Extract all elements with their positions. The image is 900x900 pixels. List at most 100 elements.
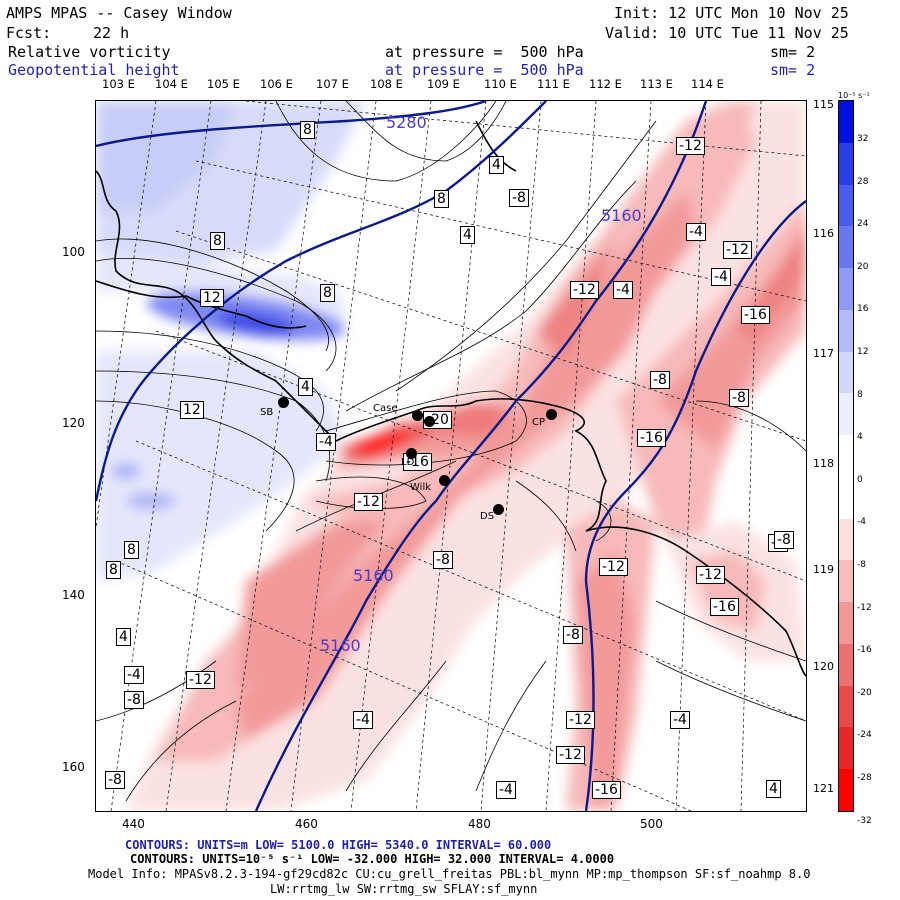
contour-label-negative: -4 — [686, 223, 706, 241]
station-label: CP — [532, 417, 546, 428]
field2-level: at pressure = 500 hPa — [385, 61, 584, 79]
colorbar-tick: -8 — [857, 560, 866, 570]
colorbar-tick: 32 — [857, 134, 869, 144]
colorbar-tick: 24 — [857, 219, 869, 230]
contour-label-negative: -4 — [496, 781, 516, 799]
top-lon-label: 111 E — [537, 77, 570, 91]
contour-label-negative: -4 — [670, 711, 690, 729]
field1-level: at pressure = 500 hPa — [385, 43, 584, 61]
station-dot — [424, 416, 435, 427]
top-lon-label: 112 E — [589, 77, 622, 91]
colorbar-tick: 28 — [857, 176, 869, 187]
right-lon-label: 116 E — [813, 227, 845, 240]
contour-label-negative: -16 — [637, 429, 666, 447]
colorbar-segment — [839, 560, 853, 603]
contour-label-negative: -12 — [566, 711, 595, 729]
contour-label-positive: 4 — [116, 628, 131, 646]
height-label-5280: 5280 — [386, 113, 427, 132]
top-lon-label: 103 E — [102, 77, 135, 91]
contour-label-negative: -8 — [563, 626, 583, 644]
field1-name: Relative vorticity — [8, 43, 171, 61]
left-axis-tick: 100 — [62, 245, 85, 259]
top-lon-label: 109 E — [427, 77, 460, 91]
colorbar-segment — [839, 351, 853, 394]
top-lon-label: 107 E — [316, 77, 349, 91]
left-axis-tick: 120 — [62, 416, 85, 430]
contour-label-positive: 12 — [180, 401, 204, 419]
top-lon-label: 106 E — [260, 77, 293, 91]
bottom-axis-tick: 460 — [295, 817, 318, 831]
bottom-axis-tick: 500 — [640, 817, 663, 831]
contour-label-negative: -4 — [316, 433, 336, 451]
forecast-hour: 22 h — [93, 24, 130, 42]
model-title: AMPS MPAS -- Casey Window — [6, 4, 232, 22]
graticule — [96, 101, 806, 811]
colorbar-tick: -12 — [857, 602, 872, 613]
station-label: LD — [401, 457, 415, 468]
contour-label-negative: -12 — [676, 137, 705, 155]
top-lon-label: 105 E — [207, 77, 240, 91]
right-lon-label: 119 E — [813, 563, 845, 576]
colorbar-unit: 10⁻⁵ s⁻¹ — [838, 91, 870, 100]
colorbar-segment — [839, 602, 853, 645]
vorticity-map — [96, 101, 806, 811]
station-label: Wilk — [410, 482, 432, 493]
station-label: SB — [260, 407, 274, 418]
contour-label-positive: 8 — [210, 232, 225, 250]
height-label-5160-a: 5160 — [601, 206, 642, 225]
station-dot — [412, 410, 423, 421]
contour-label-negative: -12 — [723, 241, 752, 259]
contour-label-negative: -16 — [710, 598, 739, 616]
contour-label-negative: -8 — [433, 551, 453, 569]
contour-label-positive: 8 — [320, 284, 335, 302]
contour-label-positive: 4 — [766, 780, 781, 798]
right-lon-label: 115 E — [813, 98, 845, 111]
contour-label-negative: -16 — [741, 306, 770, 324]
colorbar-tick: -32 — [857, 815, 872, 826]
colorbar-tick: 4 — [857, 432, 863, 443]
map-plot: 5280 5160 5160 5160 8 8 8 8 4 4 4 12 12 4 8 8 4 -12 -4… — [95, 100, 807, 812]
left-axis-tick: 140 — [62, 588, 85, 602]
contour-label-positive: 8 — [106, 561, 121, 579]
right-lon-label: 120 E — [813, 660, 845, 673]
contour-label-negative: -8 — [105, 771, 125, 789]
station-label: Case — [373, 403, 398, 414]
init-time: Init: 12 UTC Mon 10 Nov 25 — [614, 4, 849, 22]
contour-label-positive: 8 — [434, 190, 449, 208]
contour-label-positive: 8 — [300, 121, 315, 139]
contour-label-negative: -4 — [613, 281, 633, 299]
colorbar-tick: -20 — [857, 687, 872, 698]
contour-label-negative: -8 — [650, 371, 670, 389]
valid-time: Valid: 10 UTC Tue 11 Nov 25 — [605, 24, 849, 42]
forecast-label: Fcst: — [6, 24, 52, 42]
top-lon-label: 114 E — [691, 77, 724, 91]
colorbar-tick: -28 — [857, 773, 872, 783]
top-lon-label: 104 E — [155, 77, 188, 91]
negative-vorticity-shading — [126, 101, 806, 811]
right-lon-label: 121 E — [813, 782, 845, 795]
colorbar-segment — [839, 435, 853, 478]
contour-label-negative: -4 — [353, 711, 373, 729]
contour-label-positive: 4 — [298, 378, 313, 396]
station-dot — [439, 475, 450, 486]
colorbar-tick: 16 — [857, 304, 869, 315]
colorbar-tick: -16 — [857, 645, 872, 656]
contour-label-positive: 12 — [200, 289, 224, 307]
vorticity-contour-info: CONTOURS: UNITS=10⁻⁵ s⁻¹ LOW= -32.000 HI… — [130, 852, 615, 866]
contour-label-negative: -12 — [696, 566, 725, 584]
contour-label-negative: -8 — [774, 531, 794, 549]
contour-label-positive: 4 — [460, 226, 475, 244]
colorbar-tick: -4 — [857, 517, 866, 528]
colorbar-segment — [839, 226, 853, 269]
contour-label-negative: -8 — [729, 389, 749, 407]
colorbar-segment — [839, 184, 853, 227]
colorbar-tick: 8 — [857, 389, 863, 400]
colorbar-segment — [839, 769, 853, 812]
colorbar-tick: 0 — [857, 474, 863, 485]
field1-smoothing: sm= 2 — [770, 43, 816, 61]
height-label-5160-b: 5160 — [353, 566, 394, 585]
colorbar-segment — [839, 309, 853, 353]
left-axis-tick: 160 — [62, 760, 85, 774]
colorbar — [838, 100, 854, 812]
